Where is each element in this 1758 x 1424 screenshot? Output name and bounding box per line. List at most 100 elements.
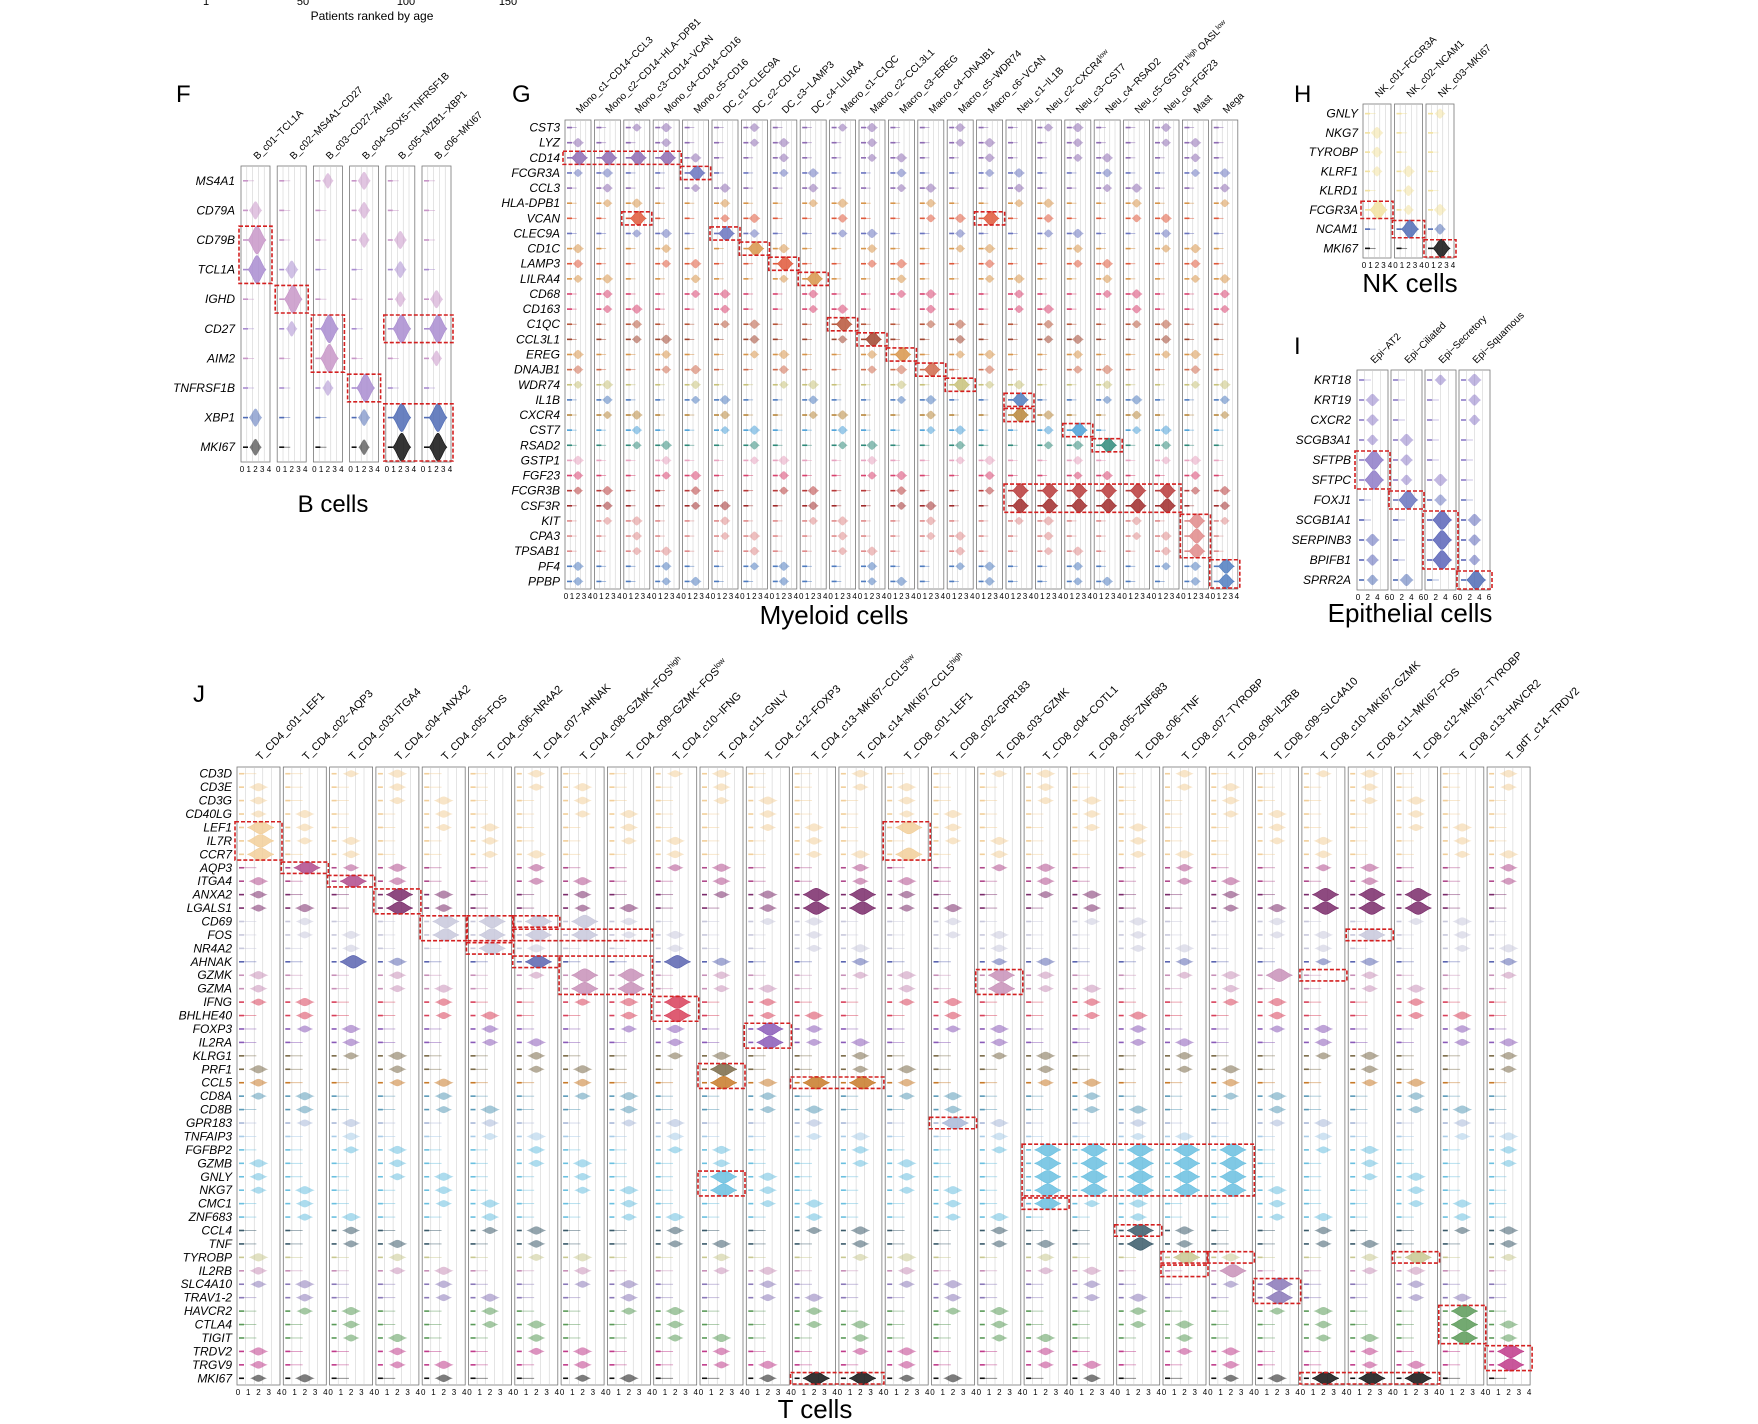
- violin-low-nr4a2: [1314, 944, 1333, 953]
- violin-low-fgfbp2: [1314, 1146, 1332, 1154]
- violin-low-tpsab1: [865, 546, 879, 556]
- x-tick-label: 2: [488, 1388, 493, 1397]
- violin-low-fcgr3a: [1403, 204, 1414, 215]
- violin-low-c1qc: [925, 320, 936, 329]
- violin-low-aqp3: [1035, 863, 1056, 872]
- gene-label-lgals1: LGALS1: [187, 901, 232, 915]
- cluster-label: T_CD8_c07−TYROBP: [1180, 677, 1267, 764]
- violin-low-nkg7: [943, 1186, 963, 1195]
- violin-low-slc4a10: [758, 1280, 778, 1289]
- x-tick-label: 1: [1011, 592, 1016, 601]
- x-tick-label: 4: [1064, 1388, 1069, 1397]
- violin-low-cd3g: [433, 796, 454, 805]
- gene-label-tnfaip3: TNFAIP3: [184, 1129, 233, 1143]
- violin-low-tnfaip3: [665, 1132, 685, 1141]
- violin-low-havcr2: [341, 1307, 362, 1316]
- x-tick-label: 0: [1254, 1388, 1259, 1397]
- violin-low-cd8b: [1267, 1105, 1287, 1114]
- violin-low-csf3r: [690, 501, 701, 510]
- violin-low-cd40lg: [294, 809, 315, 819]
- violin-low-scgb3a1: [1366, 434, 1379, 446]
- violin-low-ccr7: [481, 850, 499, 858]
- violin-low-c1qc: [1131, 320, 1142, 329]
- violin-low-ccl3: [1102, 184, 1113, 193]
- x-tick-label: 4: [412, 465, 417, 474]
- violin-low-cst7: [954, 425, 967, 435]
- x-tick-label: 4: [1342, 1388, 1347, 1397]
- violin-low-fcgr3b: [572, 486, 584, 495]
- panel-letter-F: F: [176, 81, 191, 108]
- violin-low-gpr183: [989, 1118, 1010, 1128]
- cluster-label: T_CD4_c07−AHNAK: [532, 681, 614, 763]
- x-tick-label: 1: [616, 1388, 621, 1397]
- violin-low-slc4a10: [1082, 1280, 1102, 1289]
- violin-high-lgals1: [849, 901, 876, 915]
- violin-low-lyz: [660, 138, 672, 147]
- violin-low-trav1-2: [759, 1294, 777, 1302]
- violin-low-cd3g: [1221, 796, 1241, 805]
- x-tick-label: 0: [930, 1388, 935, 1397]
- x-tick-label: 1: [1172, 1388, 1177, 1397]
- violin-high-anxa2: [1404, 887, 1432, 902]
- violin-low-wdr74: [895, 380, 907, 390]
- violin-low-cd8a: [898, 1092, 916, 1100]
- violin-low-cd69: [1407, 917, 1425, 926]
- x-tick-label: 2: [635, 592, 640, 601]
- x-tick-label: 0: [328, 1388, 333, 1397]
- x-tick-label: 4: [1203, 1388, 1208, 1397]
- gene-label-serpinb3: SERPINB3: [1292, 533, 1352, 547]
- x-tick-label: 4: [1110, 1388, 1115, 1397]
- violin-low-gstp1: [749, 456, 760, 465]
- violin-low-anxa2: [433, 890, 454, 899]
- violin-low-cd163: [602, 305, 613, 314]
- gene-label-trav1-2: TRAV1-2: [183, 1291, 232, 1305]
- violin-low-gpr183: [1268, 1119, 1286, 1127]
- violin-low-cd3g: [757, 796, 778, 805]
- violin-high-gzmk: [617, 968, 645, 982]
- gene-label-gzmk: GZMK: [197, 968, 233, 982]
- violin-low-ifng: [618, 998, 639, 1007]
- violin-low-nr4a2: [805, 944, 823, 952]
- cluster-frame: [514, 766, 559, 1386]
- violin-high-ncam1: [1400, 219, 1420, 239]
- cluster-frame: [931, 766, 975, 1386]
- x-tick-label: 2: [997, 1388, 1002, 1397]
- x-tick-label: 2: [899, 592, 904, 601]
- x-tick-label: 3: [670, 592, 675, 601]
- violin-low-aqp3: [342, 864, 360, 872]
- violin-low-trdv2: [712, 1347, 731, 1356]
- violin-low-dnajb1: [778, 365, 790, 374]
- x-tick-label: 4: [1295, 1388, 1300, 1397]
- violin-low-fos: [989, 930, 1010, 940]
- cluster-label: T_CD8_c09−SLC4A10: [1273, 675, 1361, 763]
- highlight-box: [797, 271, 830, 287]
- violin-low-trgv9: [1406, 1360, 1426, 1369]
- x-tick-label: 4: [693, 1388, 698, 1397]
- gene-label-krt18: KRT18: [1314, 373, 1351, 387]
- x-tick-label: 1: [894, 1388, 899, 1397]
- violin-low-hla-dpb1: [1219, 199, 1230, 208]
- violin-low-ccr7: [1453, 850, 1471, 858]
- violin-low-hla-dpb1: [1131, 198, 1143, 208]
- gene-label-ccl3l1: CCL3L1: [516, 332, 560, 346]
- violin-low-nkg7: [434, 1186, 453, 1194]
- violin-high-tyrobp: [1173, 1250, 1201, 1265]
- violin-high-gnly: [1034, 1170, 1062, 1184]
- violin-low-fgf23: [661, 471, 672, 480]
- violin-low-itga4: [1220, 877, 1241, 886]
- violin-low-ccl5: [1081, 1078, 1102, 1087]
- violin-low-il1b: [924, 395, 937, 405]
- violin-low-gpr183: [1313, 1118, 1334, 1128]
- violin-low-ccl4: [1314, 1226, 1333, 1235]
- violin-low-csf3r: [896, 501, 907, 510]
- violin-low-znf683: [989, 1212, 1010, 1222]
- top-axis-strip: 1 50 100 150 Patients ranked by age: [203, 0, 517, 23]
- violin-low-cd3g: [388, 797, 406, 805]
- x-tick-label: 2: [398, 465, 403, 474]
- violin-high-fos: [525, 928, 552, 942]
- x-tick-label: 1: [391, 465, 396, 474]
- x-tick-label: 0: [240, 465, 245, 474]
- violin-high-cd27: [392, 314, 412, 344]
- violin-low-c1qc: [954, 319, 967, 329]
